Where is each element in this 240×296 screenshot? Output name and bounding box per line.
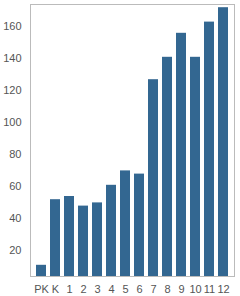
svg-text:10: 10 <box>189 283 201 295</box>
svg-text:140: 140 <box>3 52 21 64</box>
svg-text:8: 8 <box>164 283 170 295</box>
svg-text:K: K <box>52 283 60 295</box>
svg-text:100: 100 <box>3 116 21 128</box>
svg-text:12: 12 <box>217 283 229 295</box>
svg-text:40: 40 <box>9 212 21 224</box>
svg-text:120: 120 <box>3 84 21 96</box>
svg-text:PK: PK <box>34 283 49 295</box>
svg-text:6: 6 <box>136 283 142 295</box>
svg-text:80: 80 <box>9 148 21 160</box>
svg-text:11: 11 <box>204 283 215 295</box>
svg-text:5: 5 <box>122 283 128 295</box>
svg-text:3: 3 <box>94 283 100 295</box>
svg-text:7: 7 <box>150 283 156 295</box>
svg-text:160: 160 <box>3 20 21 32</box>
svg-text:1: 1 <box>66 283 72 295</box>
svg-text:9: 9 <box>178 283 184 295</box>
svg-text:4: 4 <box>108 283 114 295</box>
svg-text:20: 20 <box>9 244 21 256</box>
svg-text:60: 60 <box>9 180 21 192</box>
svg-text:2: 2 <box>80 283 86 295</box>
